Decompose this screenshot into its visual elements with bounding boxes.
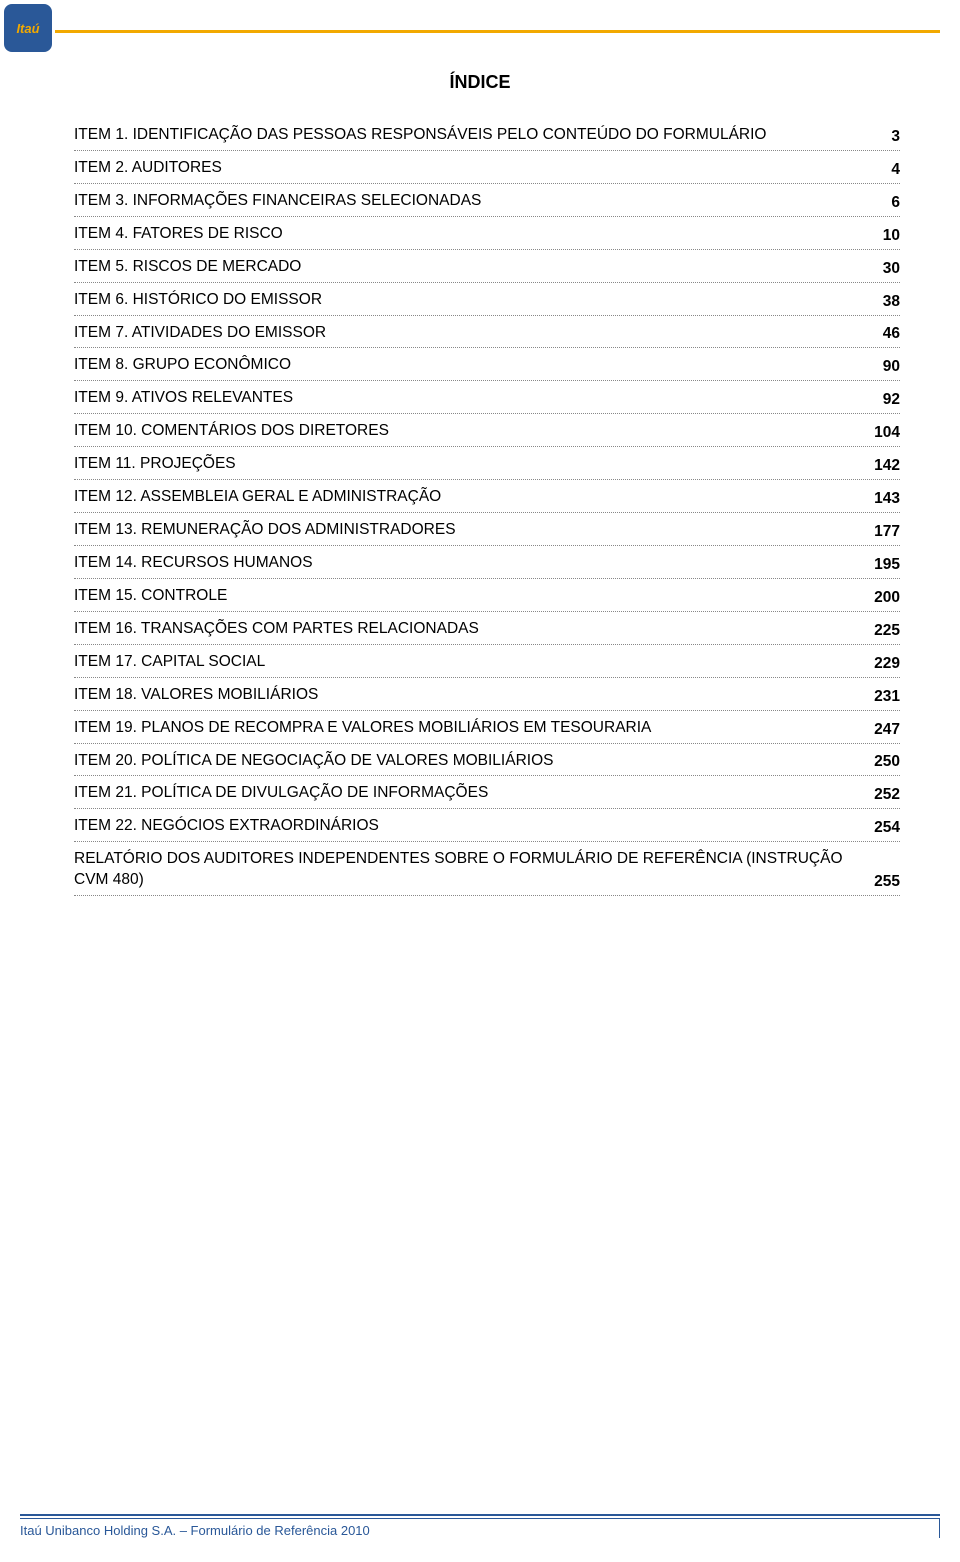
toc-row[interactable]: RELATÓRIO DOS AUDITORES INDEPENDENTES SO… xyxy=(74,842,900,896)
toc-item-label: ITEM 16. TRANSAÇÕES COM PARTES RELACIONA… xyxy=(74,619,848,640)
toc-row[interactable]: ITEM 19. PLANOS DE RECOMPRA E VALORES MO… xyxy=(74,711,900,744)
footer-separator xyxy=(939,1518,940,1538)
footer-rule xyxy=(20,1514,940,1516)
toc-row[interactable]: ITEM 16. TRANSAÇÕES COM PARTES RELACIONA… xyxy=(74,612,900,645)
toc-item-label: ITEM 2. AUDITORES xyxy=(74,158,848,179)
toc-item-label: ITEM 12. ASSEMBLEIA GERAL E ADMINISTRAÇÃ… xyxy=(74,487,848,508)
toc-row[interactable]: ITEM 12. ASSEMBLEIA GERAL E ADMINISTRAÇÃ… xyxy=(74,480,900,513)
toc-item-page: 30 xyxy=(856,260,900,278)
toc-row[interactable]: ITEM 20. POLÍTICA DE NEGOCIAÇÃO DE VALOR… xyxy=(74,744,900,777)
toc-item-page: 38 xyxy=(856,293,900,311)
toc-item-page: 90 xyxy=(856,358,900,376)
toc-row[interactable]: ITEM 5. RISCOS DE MERCADO 30 xyxy=(74,250,900,283)
toc-item-label: ITEM 18. VALORES MOBILIÁRIOS xyxy=(74,685,848,706)
toc-item-page: 177 xyxy=(856,523,900,541)
toc-item-label: ITEM 3. INFORMAÇÕES FINANCEIRAS SELECION… xyxy=(74,191,848,212)
toc-row[interactable]: ITEM 6. HISTÓRICO DO EMISSOR 38 xyxy=(74,283,900,316)
page-title: ÍNDICE xyxy=(0,72,960,93)
toc-item-page: 143 xyxy=(856,490,900,508)
toc-row[interactable]: ITEM 1. IDENTIFICAÇÃO DAS PESSOAS RESPON… xyxy=(74,118,900,151)
toc-item-page: 231 xyxy=(856,688,900,706)
toc-item-label: ITEM 17. CAPITAL SOCIAL xyxy=(74,652,848,673)
toc-row[interactable]: ITEM 4. FATORES DE RISCO 10 xyxy=(74,217,900,250)
toc-row[interactable]: ITEM 11. PROJEÇÕES 142 xyxy=(74,447,900,480)
toc-item-page: 250 xyxy=(856,753,900,771)
toc-item-page: 195 xyxy=(856,556,900,574)
toc-item-page: 10 xyxy=(856,227,900,245)
toc-item-label: ITEM 20. POLÍTICA DE NEGOCIAÇÃO DE VALOR… xyxy=(74,751,848,772)
toc-item-label: ITEM 7. ATIVIDADES DO EMISSOR xyxy=(74,323,848,344)
toc-row[interactable]: ITEM 15. CONTROLE 200 xyxy=(74,579,900,612)
toc-item-page: 254 xyxy=(856,819,900,837)
toc-item-label: ITEM 8. GRUPO ECONÔMICO xyxy=(74,355,848,376)
brand-logo-text: Itaú xyxy=(16,21,39,36)
toc-item-page: 142 xyxy=(856,457,900,475)
toc-item-page: 229 xyxy=(856,655,900,673)
toc-row[interactable]: ITEM 3. INFORMAÇÕES FINANCEIRAS SELECION… xyxy=(74,184,900,217)
toc-row[interactable]: ITEM 13. REMUNERAÇÃO DOS ADMINISTRADORES… xyxy=(74,513,900,546)
toc-row[interactable]: ITEM 7. ATIVIDADES DO EMISSOR 46 xyxy=(74,316,900,349)
toc-row[interactable]: ITEM 2. AUDITORES 4 xyxy=(74,151,900,184)
toc-item-label: ITEM 1. IDENTIFICAÇÃO DAS PESSOAS RESPON… xyxy=(74,125,848,146)
toc-item-label: ITEM 21. POLÍTICA DE DIVULGAÇÃO DE INFOR… xyxy=(74,783,848,804)
toc-item-page: 92 xyxy=(856,391,900,409)
toc-row[interactable]: ITEM 18. VALORES MOBILIÁRIOS 231 xyxy=(74,678,900,711)
toc-item-label: ITEM 9. ATIVOS RELEVANTES xyxy=(74,388,848,409)
footer-line: Itaú Unibanco Holding S.A. – Formulário … xyxy=(20,1518,940,1538)
brand-logo: Itaú xyxy=(4,4,52,52)
toc-item-page: 6 xyxy=(856,194,900,212)
toc-item-label: ITEM 6. HISTÓRICO DO EMISSOR xyxy=(74,290,848,311)
toc-item-label: ITEM 10. COMENTÁRIOS DOS DIRETORES xyxy=(74,421,848,442)
header-accent-rule xyxy=(55,30,940,33)
toc-row[interactable]: ITEM 21. POLÍTICA DE DIVULGAÇÃO DE INFOR… xyxy=(74,776,900,809)
toc-item-label: ITEM 5. RISCOS DE MERCADO xyxy=(74,257,848,278)
toc-item-page: 252 xyxy=(856,786,900,804)
toc-item-label: ITEM 4. FATORES DE RISCO xyxy=(74,224,848,245)
toc-row[interactable]: ITEM 8. GRUPO ECONÔMICO 90 xyxy=(74,348,900,381)
toc-item-page: 104 xyxy=(856,424,900,442)
toc-row[interactable]: ITEM 14. RECURSOS HUMANOS 195 xyxy=(74,546,900,579)
toc-item-page: 200 xyxy=(856,589,900,607)
toc-item-page: 255 xyxy=(856,873,900,891)
page-footer: Itaú Unibanco Holding S.A. – Formulário … xyxy=(20,1514,940,1538)
toc-item-page: 247 xyxy=(856,721,900,739)
toc-row[interactable]: ITEM 22. NEGÓCIOS EXTRAORDINÁRIOS 254 xyxy=(74,809,900,842)
toc-item-label: ITEM 13. REMUNERAÇÃO DOS ADMINISTRADORES xyxy=(74,520,848,541)
toc-item-label: ITEM 14. RECURSOS HUMANOS xyxy=(74,553,848,574)
table-of-contents: ITEM 1. IDENTIFICAÇÃO DAS PESSOAS RESPON… xyxy=(74,118,900,896)
toc-item-label: ITEM 19. PLANOS DE RECOMPRA E VALORES MO… xyxy=(74,718,848,739)
toc-row[interactable]: ITEM 9. ATIVOS RELEVANTES 92 xyxy=(74,381,900,414)
toc-row[interactable]: ITEM 10. COMENTÁRIOS DOS DIRETORES 104 xyxy=(74,414,900,447)
toc-item-page: 46 xyxy=(856,325,900,343)
toc-row[interactable]: ITEM 17. CAPITAL SOCIAL 229 xyxy=(74,645,900,678)
toc-item-page: 4 xyxy=(856,161,900,179)
toc-item-label: RELATÓRIO DOS AUDITORES INDEPENDENTES SO… xyxy=(74,849,848,891)
toc-item-label: ITEM 15. CONTROLE xyxy=(74,586,848,607)
toc-item-page: 3 xyxy=(856,128,900,146)
toc-item-label: ITEM 22. NEGÓCIOS EXTRAORDINÁRIOS xyxy=(74,816,848,837)
toc-item-page: 225 xyxy=(856,622,900,640)
toc-item-label: ITEM 11. PROJEÇÕES xyxy=(74,454,848,475)
footer-text: Itaú Unibanco Holding S.A. – Formulário … xyxy=(20,1519,370,1538)
